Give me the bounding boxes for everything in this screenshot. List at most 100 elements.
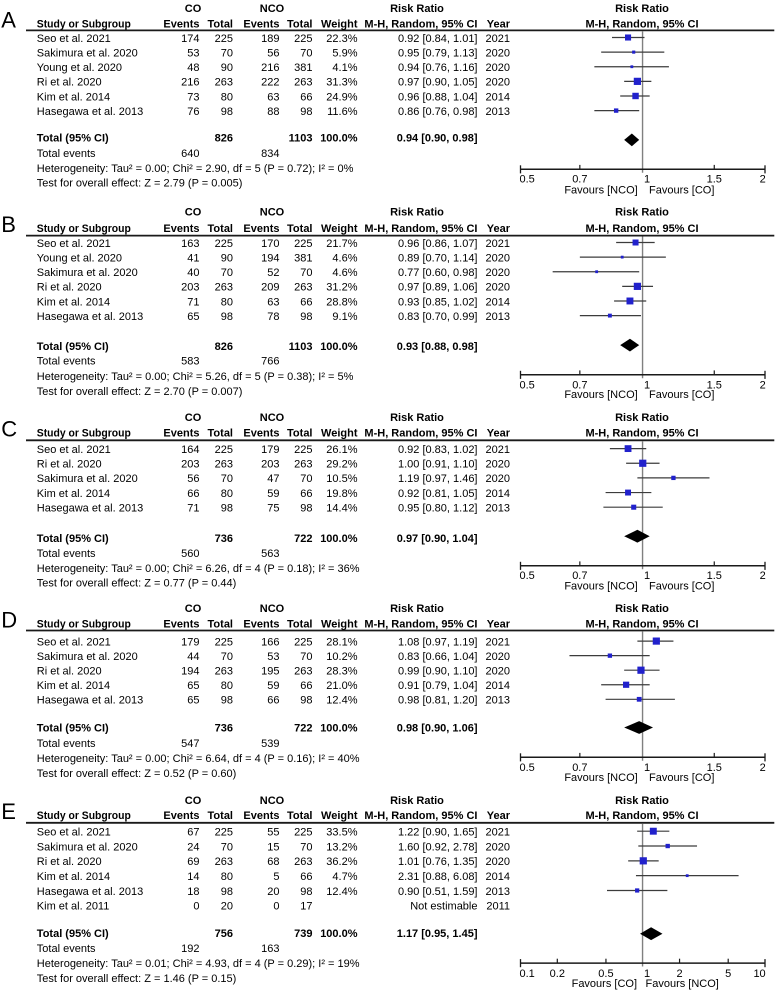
svg-text:Hasegawa et al. 2013: Hasegawa et al. 2013 [37,106,143,118]
svg-text:Test for overall effect: Z = 1: Test for overall effect: Z = 1.46 (P = 0… [37,973,237,985]
svg-text:222: 222 [261,77,279,89]
svg-text:90: 90 [221,252,233,264]
svg-text:Total (95% CI): Total (95% CI) [37,133,109,145]
svg-text:Total: Total [208,810,233,822]
svg-text:Total events: Total events [37,738,96,750]
svg-text:41: 41 [187,252,199,264]
svg-text:2013: 2013 [486,695,510,707]
svg-text:2011: 2011 [486,901,510,913]
svg-text:NCO: NCO [260,3,285,15]
svg-text:Year: Year [487,810,511,822]
svg-text:Ri et al. 2020: Ri et al. 2020 [37,282,102,294]
svg-text:70: 70 [300,651,312,663]
svg-text:0.83 [0.70, 0.99]: 0.83 [0.70, 0.99] [398,311,478,323]
svg-text:225: 225 [294,33,312,45]
svg-text:71: 71 [187,296,199,308]
svg-text:1: 1 [644,762,650,774]
svg-text:179: 179 [261,444,279,456]
svg-text:2.31 [0.88, 6.08]: 2.31 [0.88, 6.08] [398,871,478,883]
svg-text:2013: 2013 [486,106,510,118]
svg-text:263: 263 [294,282,312,294]
svg-text:5.9%: 5.9% [332,47,357,59]
svg-text:174: 174 [181,33,199,45]
svg-text:9.1%: 9.1% [332,311,357,323]
svg-text:0.95 [0.80, 1.12]: 0.95 [0.80, 1.12] [398,503,478,515]
svg-text:70: 70 [300,47,312,59]
svg-text:216: 216 [181,77,199,89]
svg-text:Year: Year [487,223,511,235]
svg-text:1103: 1103 [289,341,313,353]
svg-text:70: 70 [300,841,312,853]
svg-text:98: 98 [221,106,233,118]
svg-text:M-H, Random, 95% CI: M-H, Random, 95% CI [585,223,698,235]
svg-text:Young et al. 2020: Young et al. 2020 [37,252,122,264]
svg-text:98: 98 [300,503,312,515]
svg-text:2020: 2020 [486,62,510,74]
svg-text:Test for overall effect: Z = 2: Test for overall effect: Z = 2.70 (P = 0… [37,386,243,398]
svg-text:Weight: Weight [321,428,358,440]
svg-text:722: 722 [294,533,312,545]
svg-text:44: 44 [187,651,199,663]
svg-text:36.2%: 36.2% [326,856,357,868]
svg-text:20: 20 [221,901,233,913]
svg-text:Total: Total [287,19,312,31]
svg-text:0.95 [0.79, 1.13]: 0.95 [0.79, 1.13] [398,47,478,59]
svg-text:26.1%: 26.1% [326,444,357,456]
svg-text:Sakimura et al. 2020: Sakimura et al. 2020 [37,651,138,663]
svg-text:12.4%: 12.4% [326,695,357,707]
svg-text:834: 834 [261,148,279,160]
svg-text:CO: CO [185,603,202,615]
svg-text:80: 80 [221,871,233,883]
svg-text:0.7: 0.7 [572,570,587,582]
svg-text:0.7: 0.7 [572,173,587,185]
svg-text:0.94 [0.76, 1.16]: 0.94 [0.76, 1.16] [398,62,478,74]
svg-text:1: 1 [644,379,650,391]
svg-text:Hasegawa et al. 2013: Hasegawa et al. 2013 [37,503,143,515]
svg-text:1103: 1103 [289,133,313,145]
svg-text:1.5: 1.5 [707,762,722,774]
svg-text:Year: Year [487,428,511,440]
svg-text:Total events: Total events [37,548,96,560]
svg-text:31.3%: 31.3% [326,77,357,89]
svg-text:52: 52 [267,267,279,279]
svg-text:1.5: 1.5 [707,173,722,185]
svg-text:0.92 [0.81, 1.05]: 0.92 [0.81, 1.05] [398,488,478,500]
svg-text:Hasegawa et al. 2013: Hasegawa et al. 2013 [37,695,143,707]
svg-text:CO: CO [185,795,202,807]
svg-text:736: 736 [215,723,233,735]
svg-text:66: 66 [267,695,279,707]
svg-text:Heterogeneity: Tau² = 0.00; Ch: Heterogeneity: Tau² = 0.00; Chi² = 5.26,… [37,371,354,383]
svg-text:70: 70 [221,651,233,663]
svg-text:Total: Total [208,223,233,235]
svg-text:C: C [1,417,17,442]
svg-text:1: 1 [644,968,650,980]
svg-text:164: 164 [181,444,199,456]
svg-text:Risk Ratio: Risk Ratio [615,207,669,219]
svg-text:826: 826 [215,341,233,353]
svg-text:98: 98 [300,106,312,118]
svg-text:2014: 2014 [486,680,510,692]
svg-text:Study or Subgroup: Study or Subgroup [37,19,131,31]
svg-text:225: 225 [215,444,233,456]
svg-text:722: 722 [294,723,312,735]
svg-text:Total (95% CI): Total (95% CI) [37,723,109,735]
svg-text:263: 263 [215,666,233,678]
svg-text:21.7%: 21.7% [326,238,357,250]
svg-text:2014: 2014 [486,91,510,103]
svg-text:63: 63 [267,91,279,103]
svg-text:2013: 2013 [486,311,510,323]
svg-text:640: 640 [181,148,199,160]
svg-text:Hasegawa et al. 2013: Hasegawa et al. 2013 [37,886,143,898]
svg-text:66: 66 [187,488,199,500]
svg-text:2013: 2013 [486,503,510,515]
svg-text:2020: 2020 [486,77,510,89]
svg-text:Favours [CO]: Favours [CO] [649,185,714,197]
svg-text:70: 70 [300,267,312,279]
svg-text:20: 20 [267,886,279,898]
svg-text:0.93 [0.88, 0.98]: 0.93 [0.88, 0.98] [397,341,478,353]
svg-text:Total events: Total events [37,943,96,955]
svg-text:166: 166 [261,636,279,648]
svg-text:100.0%: 100.0% [320,928,358,940]
svg-text:216: 216 [261,62,279,74]
svg-text:Events: Events [163,19,199,31]
